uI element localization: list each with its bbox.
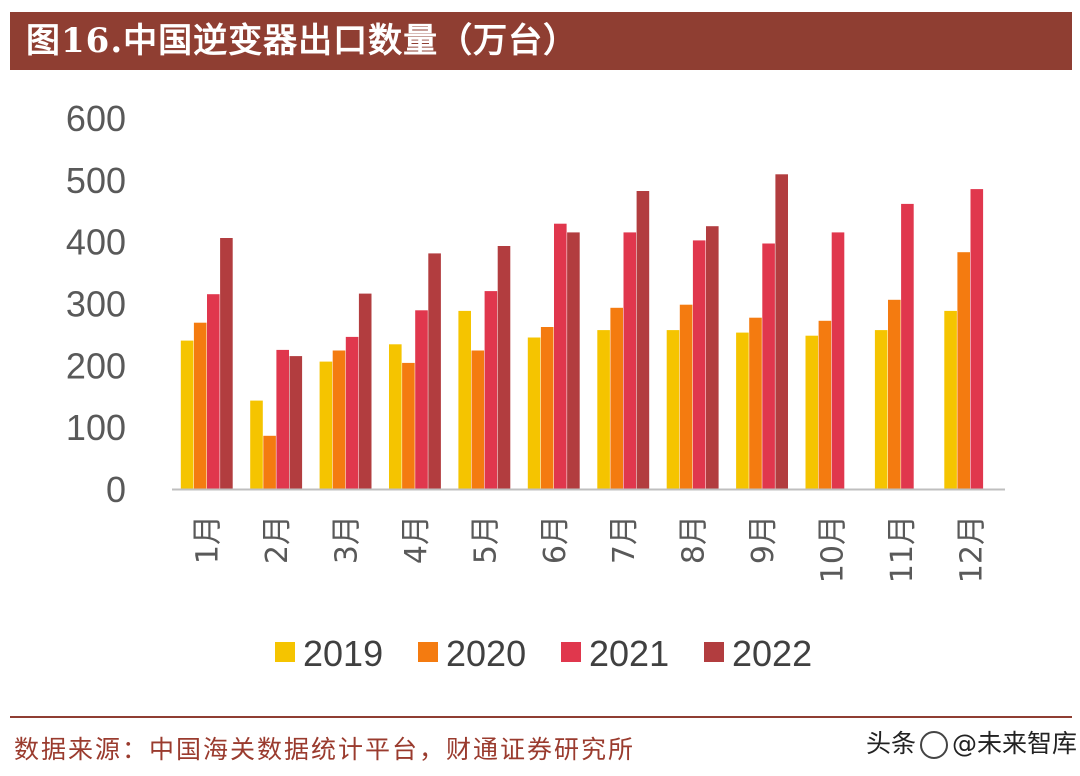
wechat-icon xyxy=(920,731,949,759)
bar-chart: 0 100 200 300 400 500 600 1月 2月 3月 4月 5月 6月 7月 8月 9月 10月… xyxy=(66,98,1005,674)
bar-2022-3 xyxy=(358,293,372,489)
bar-2020-11 xyxy=(888,299,901,489)
watermark-prefix: 头条 xyxy=(866,729,917,758)
bar-2022-1 xyxy=(220,238,233,489)
bar-2022-8 xyxy=(706,226,719,489)
watermark: 头条 @未来智库 xyxy=(862,724,1080,760)
legend-label: 2019 xyxy=(303,633,383,674)
bar-2019-11 xyxy=(874,330,888,489)
divider xyxy=(10,716,1072,718)
bar-2021-10 xyxy=(831,232,845,489)
bar-2021-3 xyxy=(345,336,359,489)
bar-2020-3 xyxy=(332,350,346,489)
x-tick-label: 3月 xyxy=(330,515,365,564)
x-tick-label: 7月 xyxy=(607,515,642,564)
x-tick-label: 5月 xyxy=(468,515,503,564)
watermark-account: @未来智库 xyxy=(952,729,1078,758)
bar-2022-9 xyxy=(775,174,788,490)
y-tick-label: 0 xyxy=(106,469,126,510)
bar-2022-4 xyxy=(428,253,441,489)
legend-label: 2020 xyxy=(446,633,526,674)
bar-2019-1 xyxy=(180,340,194,489)
bar-2019-12 xyxy=(944,310,957,489)
legend-swatch-2020 xyxy=(418,642,438,662)
bar-2020-8 xyxy=(679,304,693,489)
x-tick-label: 8月 xyxy=(677,515,712,564)
x-tick-label: 6月 xyxy=(538,515,573,564)
bar-2020-9 xyxy=(749,317,762,489)
y-tick-label: 500 xyxy=(66,160,126,201)
bar-2022-2 xyxy=(289,356,303,489)
bar-2019-2 xyxy=(250,400,263,489)
bar-2021-8 xyxy=(692,240,706,489)
bar-2022-6 xyxy=(567,232,580,489)
bar-2019-7 xyxy=(597,330,610,489)
bar-2019-3 xyxy=(319,361,333,489)
y-tick-label: 400 xyxy=(66,222,126,263)
bar-2020-1 xyxy=(193,322,207,489)
bar-2021-7 xyxy=(623,232,637,489)
bar-2019-6 xyxy=(527,337,541,489)
bar-2021-11 xyxy=(901,203,914,489)
x-tick-label: 9月 xyxy=(746,515,781,564)
bar-2021-5 xyxy=(484,291,498,489)
bar-2020-5 xyxy=(471,350,485,489)
bar-2022-5 xyxy=(497,246,511,489)
bar-2020-7 xyxy=(610,307,623,489)
legend-swatch-2019 xyxy=(275,642,295,662)
bar-2021-4 xyxy=(415,310,428,489)
bar-2021-2 xyxy=(276,349,289,489)
bar-2020-2 xyxy=(263,435,276,489)
y-tick-label: 100 xyxy=(66,407,126,448)
y-tick-label: 300 xyxy=(66,284,126,325)
bar-2022-7 xyxy=(636,191,650,489)
bar-2021-9 xyxy=(762,243,775,489)
x-tick-label: 4月 xyxy=(399,515,434,564)
bar-2021-1 xyxy=(207,294,220,489)
bar-2019-8 xyxy=(666,330,680,489)
legend-label: 2021 xyxy=(589,633,669,674)
bar-2019-9 xyxy=(736,332,749,489)
title-bar: 图16.中国逆变器出口数量（万台） xyxy=(10,12,1072,70)
bar-2021-12 xyxy=(970,189,984,489)
bar-2020-4 xyxy=(402,362,415,489)
legend-swatch-2022 xyxy=(704,642,724,662)
bar-2019-10 xyxy=(805,335,819,489)
x-tick-label: 10月 xyxy=(816,515,851,583)
bar-2019-4 xyxy=(389,344,402,489)
legend-swatch-2021 xyxy=(561,642,581,662)
bar-2021-6 xyxy=(554,223,567,489)
x-tick-label: 11月 xyxy=(885,515,920,583)
legend-label: 2022 xyxy=(732,633,812,674)
chart-title: 图16.中国逆变器出口数量（万台） xyxy=(26,21,579,61)
bar-2020-10 xyxy=(818,320,832,489)
x-tick-label: 12月 xyxy=(954,515,989,583)
bar-2020-12 xyxy=(957,252,970,489)
y-tick-label: 200 xyxy=(66,345,126,386)
x-tick-label: 2月 xyxy=(260,515,295,564)
bar-2019-5 xyxy=(458,310,471,489)
y-tick-label: 600 xyxy=(66,98,126,139)
x-tick-label: 1月 xyxy=(191,515,226,564)
source-note: 数据来源：中国海关数据统计平台，财通证券研究所 xyxy=(14,735,636,764)
bar-2020-6 xyxy=(540,327,554,489)
